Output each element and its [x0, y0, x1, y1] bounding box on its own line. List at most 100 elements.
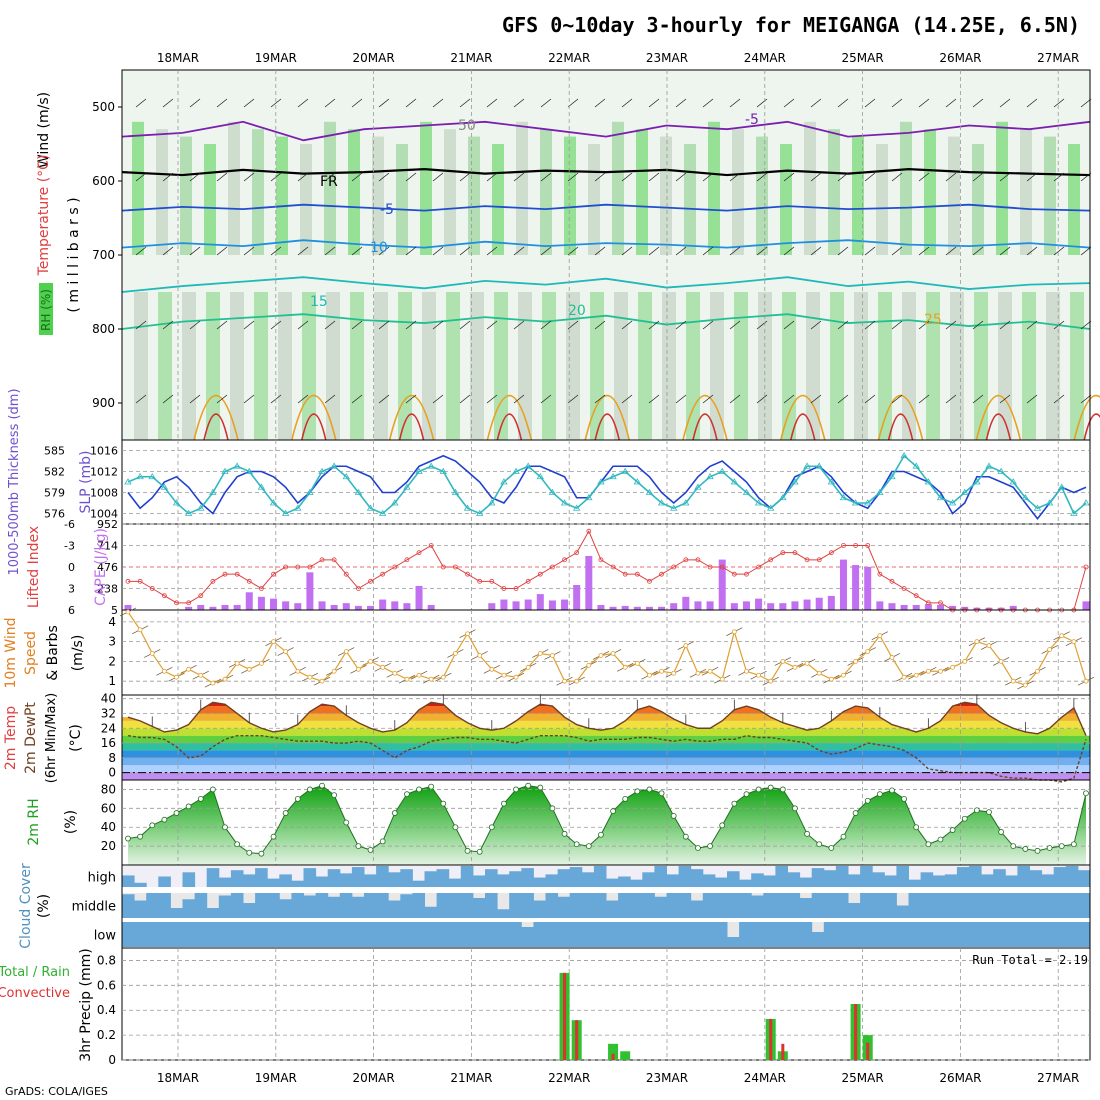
wind-barb	[162, 172, 174, 182]
wind-speed-marker	[258, 660, 264, 666]
rh-marker	[937, 836, 944, 843]
cloud-bar-middle	[267, 893, 280, 918]
date-label: 21MAR	[450, 51, 492, 65]
cloud-bar-high	[630, 879, 643, 887]
wind-speed-marker	[574, 678, 580, 684]
lifted-index-axis-label: Lifted Index	[26, 526, 42, 608]
date-label: 26MAR	[939, 1071, 981, 1085]
cloud-bar-middle	[630, 893, 643, 918]
cloud-bar-middle	[1077, 893, 1091, 918]
lifted-index-marker	[913, 593, 919, 599]
temp-band	[122, 743, 1090, 751]
cape-bar	[803, 599, 811, 610]
wind-barb	[567, 246, 579, 256]
lifted-index-line	[128, 530, 1087, 611]
wind-barb	[567, 394, 579, 404]
cloud-bar-middle	[702, 893, 716, 918]
cape-axis-label: CAPE (J/kg)	[93, 528, 109, 606]
temp-contour-30	[887, 413, 914, 441]
wind-speed-marker	[756, 672, 761, 678]
lifted-index-marker	[537, 571, 543, 577]
wind-speed-marker	[271, 639, 276, 645]
rh-marker	[1070, 841, 1077, 848]
contour-label: 50	[458, 118, 476, 134]
rh-shading	[638, 292, 652, 440]
wind-barb	[324, 394, 336, 404]
cape-bar	[900, 605, 908, 610]
rh-tick-label: 80	[101, 782, 116, 796]
wind-barb	[1080, 320, 1092, 330]
rh-axis-label: 2m RH	[26, 798, 42, 845]
rh-marker	[149, 822, 156, 829]
thickness-marker	[1045, 499, 1054, 506]
wind-speed-marker	[1010, 678, 1016, 684]
cloud-bar-high	[799, 877, 813, 887]
cloud-bar-high	[618, 876, 631, 887]
cloud-bar-high	[1077, 870, 1091, 887]
temp-band	[122, 750, 1090, 758]
rh-shading	[230, 292, 244, 440]
cloud-bar-high	[303, 868, 317, 887]
cape-bar	[318, 601, 326, 610]
wind-barb	[972, 246, 984, 256]
wind-speed-marker	[962, 658, 968, 664]
lifted-index-marker	[174, 600, 179, 606]
lifted-index-marker	[331, 557, 337, 563]
wind-speed-marker	[768, 678, 774, 684]
cloud-bar-high	[339, 873, 353, 887]
cloud-bar-low	[581, 922, 595, 947]
temp-contour-30	[1083, 413, 1100, 441]
li-tick-label: 0	[68, 561, 75, 574]
lifted-index-marker	[659, 571, 664, 577]
rh-shading	[468, 136, 480, 255]
rh-marker	[367, 846, 374, 853]
wind-barb	[135, 320, 147, 330]
rh-marker	[222, 824, 228, 831]
cape-bar	[512, 601, 520, 610]
wind-speed-marker	[634, 660, 640, 666]
rh-shading	[300, 144, 312, 255]
rh-marker	[719, 822, 726, 829]
cloud-bar-middle	[690, 900, 704, 918]
temp-band	[122, 702, 1090, 707]
rh-shading	[950, 292, 964, 440]
cape-bar	[294, 603, 302, 610]
cloud-bar-low	[448, 922, 462, 947]
rh-shading	[156, 129, 168, 255]
thickness-marker	[803, 462, 811, 469]
cloud-bar-low	[848, 922, 861, 947]
wind-speed-marker	[901, 674, 907, 680]
rh-shading	[710, 292, 724, 440]
lifted-index-marker	[137, 578, 143, 584]
rh-shading	[998, 292, 1012, 440]
rh-marker	[379, 838, 386, 845]
wind-barb	[594, 320, 606, 330]
cape-bar	[585, 555, 593, 610]
cloud-bar-high	[291, 880, 304, 887]
wind-barb	[675, 98, 687, 108]
cloud-bar-low	[932, 922, 946, 947]
cape-bar	[888, 603, 896, 610]
precip-tick-label: 0.4	[97, 1003, 116, 1017]
rh-shading	[276, 136, 288, 255]
cloud-bar-high	[981, 874, 994, 887]
cloud-bar-middle	[351, 896, 365, 918]
cloud-bar-middle	[533, 900, 546, 918]
thickness-marker	[500, 478, 508, 485]
cloud-bar-low	[630, 922, 643, 947]
contour-label: FR	[320, 174, 338, 190]
cape-bar	[730, 603, 738, 610]
rh-shading	[350, 292, 364, 440]
wind-barb	[891, 320, 903, 330]
cloud-bar-high	[557, 869, 571, 887]
cloud-bar-low	[460, 922, 474, 947]
rh-shading	[134, 292, 148, 440]
rh-shading	[684, 144, 696, 255]
cloud-bar-middle	[969, 893, 982, 918]
lifted-index-marker	[841, 543, 846, 548]
cloud-bar-low	[799, 922, 813, 947]
cloud-bar-high	[485, 869, 498, 887]
cloud-bar-high	[811, 868, 825, 887]
wind-speed-marker	[246, 666, 252, 672]
rh-shading	[492, 144, 504, 255]
